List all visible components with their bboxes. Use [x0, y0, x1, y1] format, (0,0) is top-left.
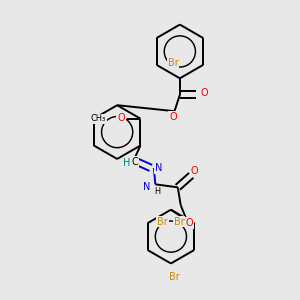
Text: N: N	[143, 182, 151, 192]
Text: O: O	[190, 166, 198, 176]
Text: O: O	[186, 218, 194, 228]
Text: H: H	[123, 158, 130, 168]
Text: N: N	[155, 163, 162, 173]
Text: O: O	[201, 88, 208, 98]
Text: Br: Br	[157, 217, 168, 227]
Text: O: O	[117, 113, 125, 123]
Text: Br: Br	[174, 217, 184, 227]
Text: Br: Br	[169, 272, 179, 282]
Text: Br: Br	[168, 58, 178, 68]
Text: C: C	[132, 157, 139, 167]
Text: H: H	[154, 187, 160, 196]
Text: O: O	[169, 112, 177, 122]
Text: CH₃: CH₃	[91, 114, 106, 123]
